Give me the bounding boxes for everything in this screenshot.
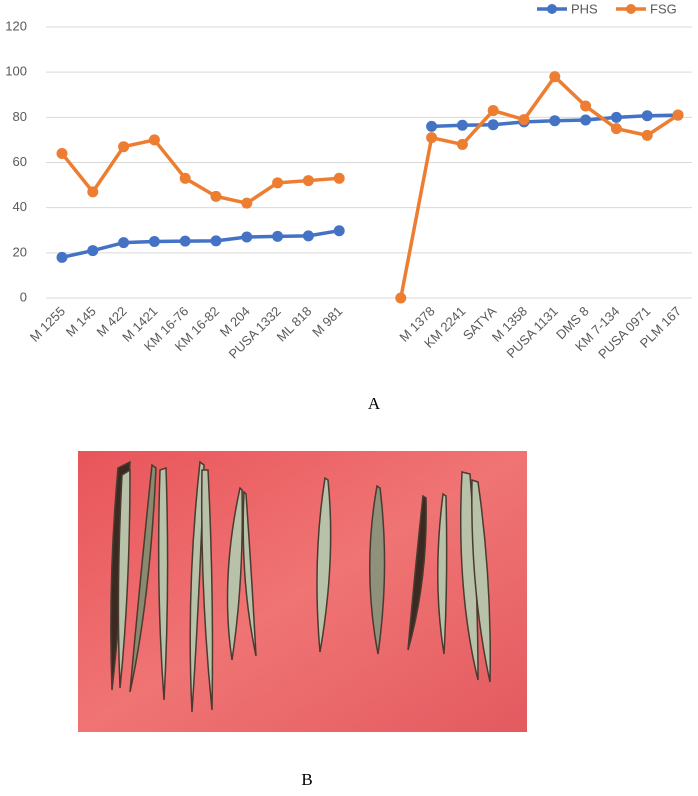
series-marker (456, 119, 468, 131)
series-marker (148, 134, 160, 146)
series-marker (241, 231, 253, 243)
pods (110, 460, 491, 713)
caption: A (368, 394, 381, 413)
series-marker (118, 237, 130, 249)
y-tick-label: 20 (13, 244, 27, 259)
legend-label: PHS (571, 1, 598, 16)
series-marker (580, 114, 592, 126)
series-marker (272, 230, 284, 242)
series-marker (333, 172, 345, 184)
series-line (60, 74, 679, 299)
legend-label: FSG (650, 1, 677, 16)
series-marker (302, 230, 314, 242)
series-marker (580, 100, 592, 112)
series-marker (148, 236, 160, 248)
series-marker (118, 141, 130, 153)
series-marker (87, 186, 99, 198)
series-marker (487, 119, 499, 131)
series-marker (641, 110, 653, 122)
series-marker (241, 197, 253, 209)
y-tick-label: 40 (13, 199, 27, 214)
series-marker (56, 251, 68, 263)
series-marker (179, 172, 191, 184)
x-tick-label: ML 818 (274, 304, 315, 345)
y-tick-label: 80 (13, 109, 27, 124)
series-marker (395, 292, 407, 304)
series-marker (610, 123, 622, 135)
caption: B (301, 770, 312, 789)
series-marker (672, 109, 684, 121)
x-tick-label: M 1255 (27, 304, 68, 345)
photo (78, 451, 527, 732)
series-marker (210, 235, 222, 247)
series-marker (641, 129, 653, 141)
series-marker (333, 225, 345, 237)
y-tick-label: 120 (5, 18, 27, 33)
series-marker (549, 71, 561, 83)
series-marker (456, 138, 468, 150)
series-marker (549, 115, 561, 127)
series-marker (426, 132, 438, 144)
series-marker (56, 147, 68, 159)
legend-marker (547, 4, 557, 14)
series-marker (272, 177, 284, 189)
series-marker (210, 190, 222, 202)
series-marker (487, 105, 499, 117)
x-tick-label: M 145 (63, 304, 99, 340)
y-tick-label: 100 (5, 64, 27, 79)
series-marker (518, 114, 530, 126)
series-marker (426, 120, 438, 132)
y-tick-label: 60 (13, 154, 27, 169)
legend-marker (626, 4, 636, 14)
series-marker (179, 235, 191, 247)
series-marker (610, 111, 622, 123)
x-tick-label: M 981 (309, 304, 345, 340)
series-marker (87, 245, 99, 257)
y-tick-label: 0 (20, 289, 27, 304)
series-marker (302, 175, 314, 187)
